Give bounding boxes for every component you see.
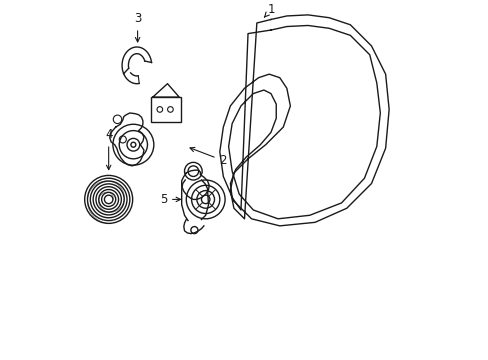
Text: 4: 4 (105, 129, 112, 170)
Text: 1: 1 (264, 4, 274, 17)
Text: 2: 2 (190, 147, 226, 167)
Bar (151, 97, 181, 122)
Text: 3: 3 (134, 12, 141, 42)
Text: 5: 5 (160, 193, 180, 206)
